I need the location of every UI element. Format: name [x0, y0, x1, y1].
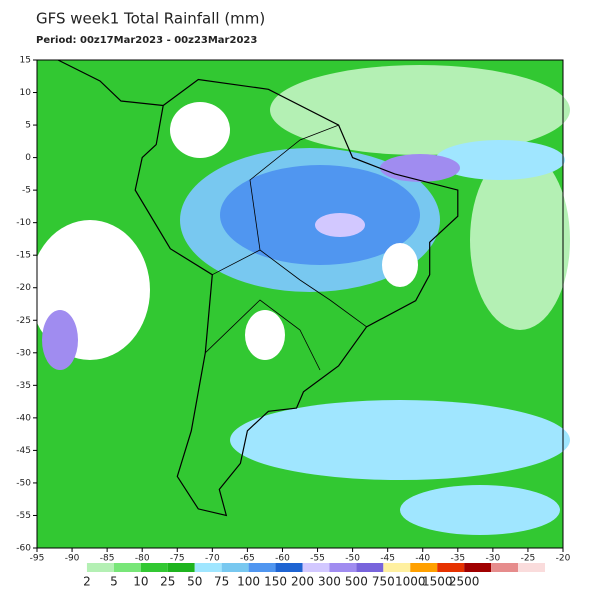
rain-area: [435, 140, 565, 180]
map-frame: [36, 59, 564, 549]
colorbar-label: 500: [345, 575, 368, 589]
colorbar-swatch: [518, 563, 545, 572]
colorbar-swatch: [221, 563, 249, 572]
y-tick-label: -50: [16, 478, 31, 488]
colorbar-swatch: [302, 563, 330, 572]
y-tick-label: 5: [25, 121, 31, 131]
x-tick-label: -85: [100, 554, 115, 564]
rain-area: [230, 400, 570, 480]
rain-area: [400, 485, 560, 535]
colorbar-swatch: [275, 563, 303, 572]
colorbar-label: 1500: [422, 575, 453, 589]
y-tick-label: 0: [25, 153, 31, 163]
y-tick-label: -60: [16, 544, 31, 554]
colorbar-label: 750: [372, 575, 395, 589]
colorbar-swatch: [491, 563, 519, 572]
y-tick-label: -45: [16, 446, 31, 456]
x-tick-label: -70: [205, 554, 220, 564]
rain-area: [470, 150, 570, 330]
y-tick-label: 10: [20, 88, 32, 98]
colorbar-label: 75: [214, 575, 229, 589]
y-tick-label: -25: [16, 316, 31, 326]
colorbar-swatch: [194, 563, 222, 572]
y-tick-label: -20: [16, 283, 31, 293]
x-tick-label: -80: [135, 554, 150, 564]
colorbar-swatch: [140, 563, 168, 572]
x-tick-label: -25: [521, 554, 536, 564]
colorbar-label: 50: [187, 575, 202, 589]
colorbar-label: 2500: [449, 575, 480, 589]
colorbar-label: 5: [110, 575, 118, 589]
colorbar-label: 200: [291, 575, 314, 589]
x-tick-label: -30: [486, 554, 501, 564]
x-tick-label: -20: [556, 554, 571, 564]
colorbar-swatch: [86, 563, 114, 572]
y-tick-label: 15: [20, 56, 31, 66]
x-tick-label: -95: [30, 554, 45, 564]
x-tick-label: -45: [380, 554, 395, 564]
colorbar-swatch: [329, 563, 357, 572]
rain-area: [270, 65, 570, 155]
rain-area: [382, 243, 418, 287]
rain-area: [315, 213, 365, 237]
colorbar-swatch: [113, 563, 141, 572]
y-tick-label: -30: [16, 348, 31, 358]
x-tick-label: -90: [65, 554, 80, 564]
map-period: Period: 00z17Mar2023 - 00z23Mar2023: [36, 35, 257, 46]
x-tick-label: -60: [275, 554, 290, 564]
colorbar-label: 100: [237, 575, 260, 589]
y-tick-label: -10: [16, 218, 31, 228]
x-tick-label: -75: [170, 554, 185, 564]
map-title: GFS week1 Total Rainfall (mm): [36, 10, 265, 28]
x-tick-label: -65: [240, 554, 255, 564]
x-tick-label: -55: [310, 554, 325, 564]
colorbar-swatch: [167, 563, 195, 572]
colorbar-swatch: [437, 563, 465, 572]
rain-area: [245, 310, 285, 360]
map-field: [30, 59, 570, 549]
colorbar-label: 1000: [395, 575, 426, 589]
x-tick-label: -35: [450, 554, 465, 564]
y-tick-label: -40: [16, 413, 31, 423]
colorbar-swatch: [464, 563, 492, 572]
coastline: [134, 78, 459, 517]
rain-area: [220, 165, 420, 265]
coastline: [57, 59, 164, 107]
rain-area: [170, 102, 230, 158]
rain-area: [42, 310, 78, 370]
colorbar-swatch: [248, 563, 276, 572]
y-tick-label: -35: [16, 381, 31, 391]
colorbar-swatch: [383, 563, 411, 572]
colorbar-label: 150: [264, 575, 287, 589]
x-tick-label: -50: [345, 554, 360, 564]
border: [205, 124, 367, 371]
x-tick-label: -40: [415, 554, 430, 564]
y-tick-label: -15: [16, 251, 31, 261]
colorbar-swatch: [356, 563, 384, 572]
colorbar-swatch: [410, 563, 438, 572]
colorbar-label: 300: [318, 575, 341, 589]
colorbar-label: 25: [160, 575, 175, 589]
colorbar-swatch: [60, 563, 87, 572]
colorbar-label: 10: [133, 575, 148, 589]
rain-area: [380, 154, 460, 182]
colorbar-label: 2: [83, 575, 91, 589]
y-tick-label: -5: [22, 186, 31, 196]
y-tick-label: -55: [16, 511, 31, 521]
